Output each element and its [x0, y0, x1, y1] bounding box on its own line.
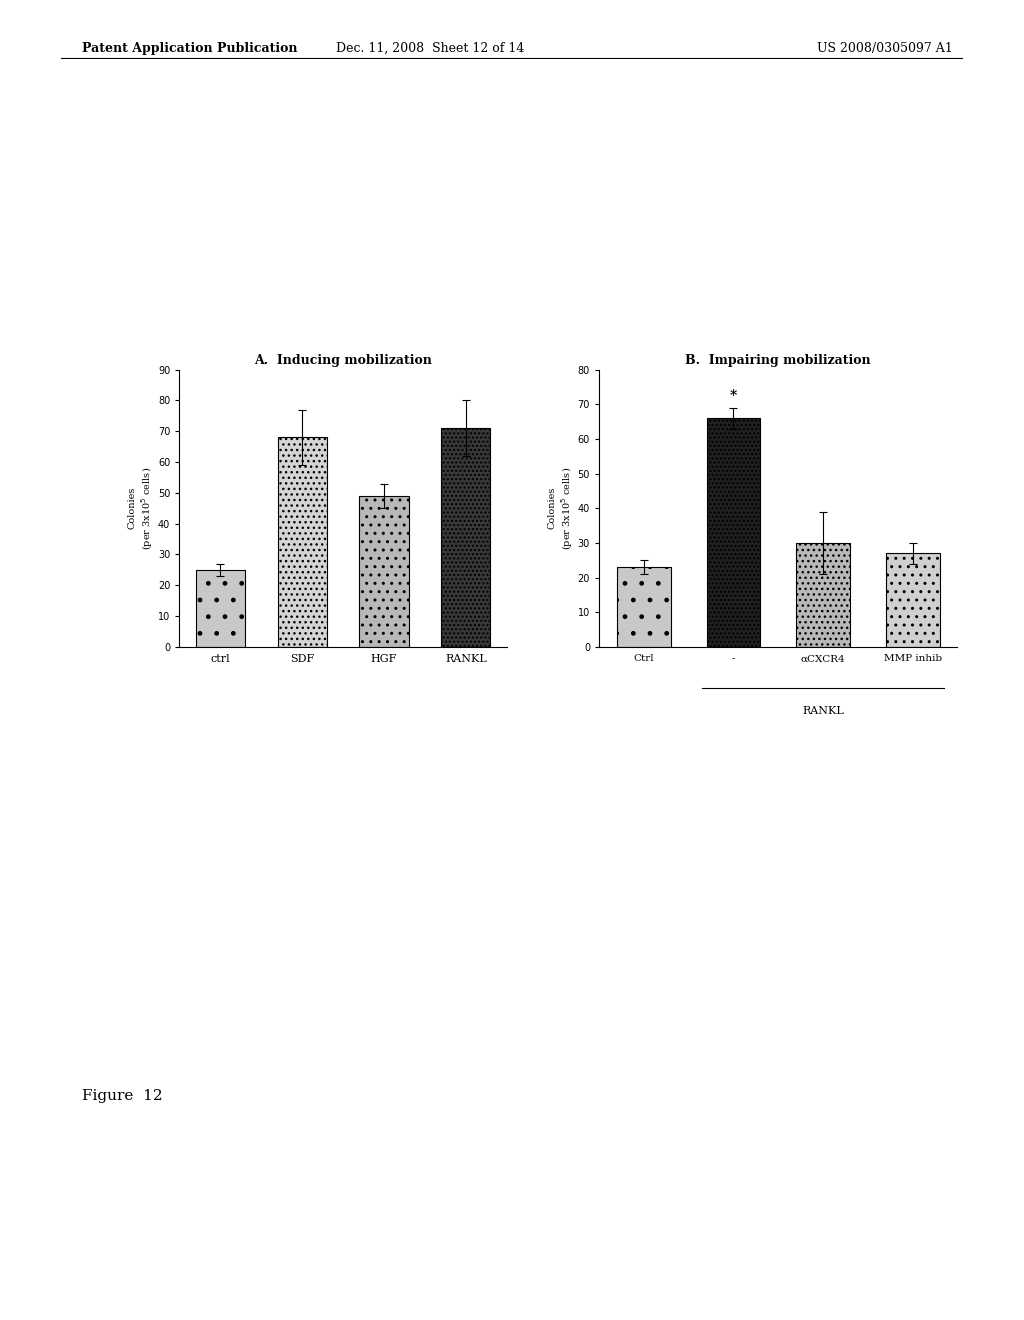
Bar — [359, 496, 409, 647]
Text: RANKL: RANKL — [802, 706, 844, 715]
Bar — [441, 428, 490, 647]
Y-axis label: Colonies
(per 3x10$^5$ cells): Colonies (per 3x10$^5$ cells) — [128, 467, 155, 549]
Title: A.  Inducing mobilization: A. Inducing mobilization — [254, 354, 432, 367]
Bar — [278, 437, 327, 647]
Bar — [616, 568, 671, 647]
Text: Patent Application Publication: Patent Application Publication — [82, 42, 297, 55]
Y-axis label: Colonies
(per 3x10$^5$ cells): Colonies (per 3x10$^5$ cells) — [548, 467, 574, 549]
Bar — [886, 553, 939, 647]
Title: B.  Impairing mobilization: B. Impairing mobilization — [685, 354, 871, 367]
Bar — [196, 570, 245, 647]
Text: Figure  12: Figure 12 — [82, 1089, 163, 1104]
Text: US 2008/0305097 A1: US 2008/0305097 A1 — [816, 42, 952, 55]
Text: *: * — [730, 388, 737, 403]
Text: Dec. 11, 2008  Sheet 12 of 14: Dec. 11, 2008 Sheet 12 of 14 — [336, 42, 524, 55]
Bar — [796, 543, 850, 647]
Bar — [707, 418, 760, 647]
